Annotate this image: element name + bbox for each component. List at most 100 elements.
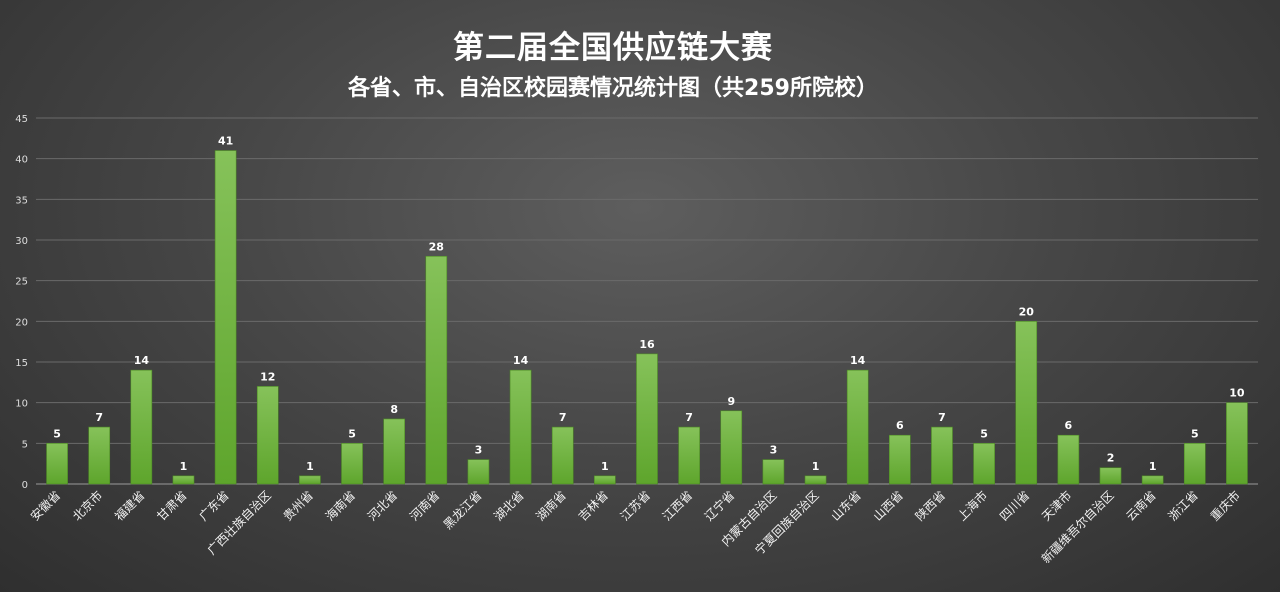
bar [804,475,827,485]
data-label: 1 [601,460,609,473]
x-tick-label: 辽宁省 [701,488,737,524]
bar [888,434,911,485]
bar [1057,434,1080,485]
x-tick-label: 山西省 [871,488,906,523]
bar [509,369,532,485]
x-tick-label: 云南省 [1123,488,1159,524]
y-tick-label: 5 [22,439,28,450]
x-tick-label: 山东省 [828,488,863,523]
y-tick-label: 20 [15,317,28,328]
bar [551,426,574,485]
y-tick-label: 35 [15,195,28,206]
y-tick-label: 40 [15,155,28,166]
data-label: 1 [306,460,314,473]
chart-title: 第二届全国供应链大赛 [453,30,773,66]
x-tick-label: 陕西省 [912,488,948,524]
bar [341,443,363,485]
x-tick-label: 河北省 [365,488,400,523]
y-axis-ticks: 0 5 10 15 20 25 30 35 40 45 [15,114,28,491]
bar [636,353,658,485]
x-tick-label: 湖南省 [533,488,569,524]
bar [1015,321,1038,485]
x-tick-label: 四川省 [997,488,1032,523]
x-tick-label: 湖北省 [491,488,527,524]
bar [299,475,321,485]
data-label: 7 [95,411,103,424]
bar [1226,402,1248,485]
bar [762,459,785,485]
bar [256,386,279,485]
data-label: 10 [1229,387,1245,400]
data-label: 3 [770,444,778,457]
data-label: 7 [559,411,567,424]
x-tick-label: 上海市 [954,488,990,524]
x-tick-label: 新疆维吾尔自治区 [1038,488,1116,566]
x-tick-label: 北京市 [69,488,105,524]
x-tick-label: 广东省 [196,488,231,523]
x-tick-label: 江苏省 [618,488,653,523]
data-label: 16 [639,338,655,351]
data-label: 14 [134,354,150,367]
x-tick-label: 安徽省 [27,488,63,524]
bar [214,150,237,485]
x-tick-label: 河南省 [406,488,442,524]
bar [46,443,68,485]
y-tick-label: 45 [15,114,28,125]
data-label: 5 [53,427,61,440]
y-tick-label: 30 [15,236,28,247]
y-tick-label: 0 [22,480,28,491]
bar [88,426,111,485]
bar [846,369,869,485]
data-label: 7 [938,411,946,424]
x-tick-label: 贵州省 [281,488,316,523]
data-label: 14 [513,354,529,367]
data-label: 14 [850,354,866,367]
x-tick-label: 甘肃省 [154,488,189,523]
x-tick-label: 浙江省 [1166,488,1201,523]
bar [383,418,406,485]
data-label: 3 [475,444,483,457]
bar [973,443,995,485]
x-tick-label: 江西省 [660,488,695,523]
data-label: 7 [685,411,693,424]
bar [594,475,616,485]
data-label: 20 [1019,305,1035,318]
bar [678,426,700,485]
data-label: 6 [896,419,904,432]
bars [46,150,1248,485]
data-label: 5 [980,427,988,440]
data-label: 41 [218,135,233,148]
x-tick-label: 黑龙江省 [441,488,485,532]
x-tick-label: 海南省 [322,488,358,524]
y-tick-label: 25 [15,277,28,288]
bar [425,255,448,485]
chart-subtitle: 各省、市、自治区校园赛情况统计图（共259所院校） [348,76,878,101]
bar [1183,443,1206,485]
bar [720,410,743,485]
data-label: 5 [1191,427,1199,440]
data-label: 6 [1065,419,1073,432]
data-label: 2 [1107,452,1115,465]
bar [931,426,953,485]
data-label: 28 [429,240,444,253]
data-label: 8 [390,403,398,416]
data-label: 12 [260,370,275,383]
data-label: 9 [727,395,735,408]
x-tick-label: 福建省 [111,488,147,524]
y-tick-label: 15 [15,358,28,369]
x-tick-label: 天津市 [1038,488,1074,524]
data-label: 1 [1149,460,1157,473]
x-tick-label: 重庆市 [1207,488,1243,524]
y-tick-label: 10 [15,399,28,410]
bar [1141,475,1164,485]
data-label: 1 [812,460,820,473]
bar [1099,467,1122,485]
data-labels: 5 7 14 1 41 12 1 5 8 28 3 14 7 1 16 7 9 3 1 14 6 7 5 20 6 2 1 5 10 [53,135,1245,473]
data-label: 1 [180,460,188,473]
bar [467,459,490,485]
x-tick-label: 吉林省 [576,488,611,523]
bar [172,475,195,485]
